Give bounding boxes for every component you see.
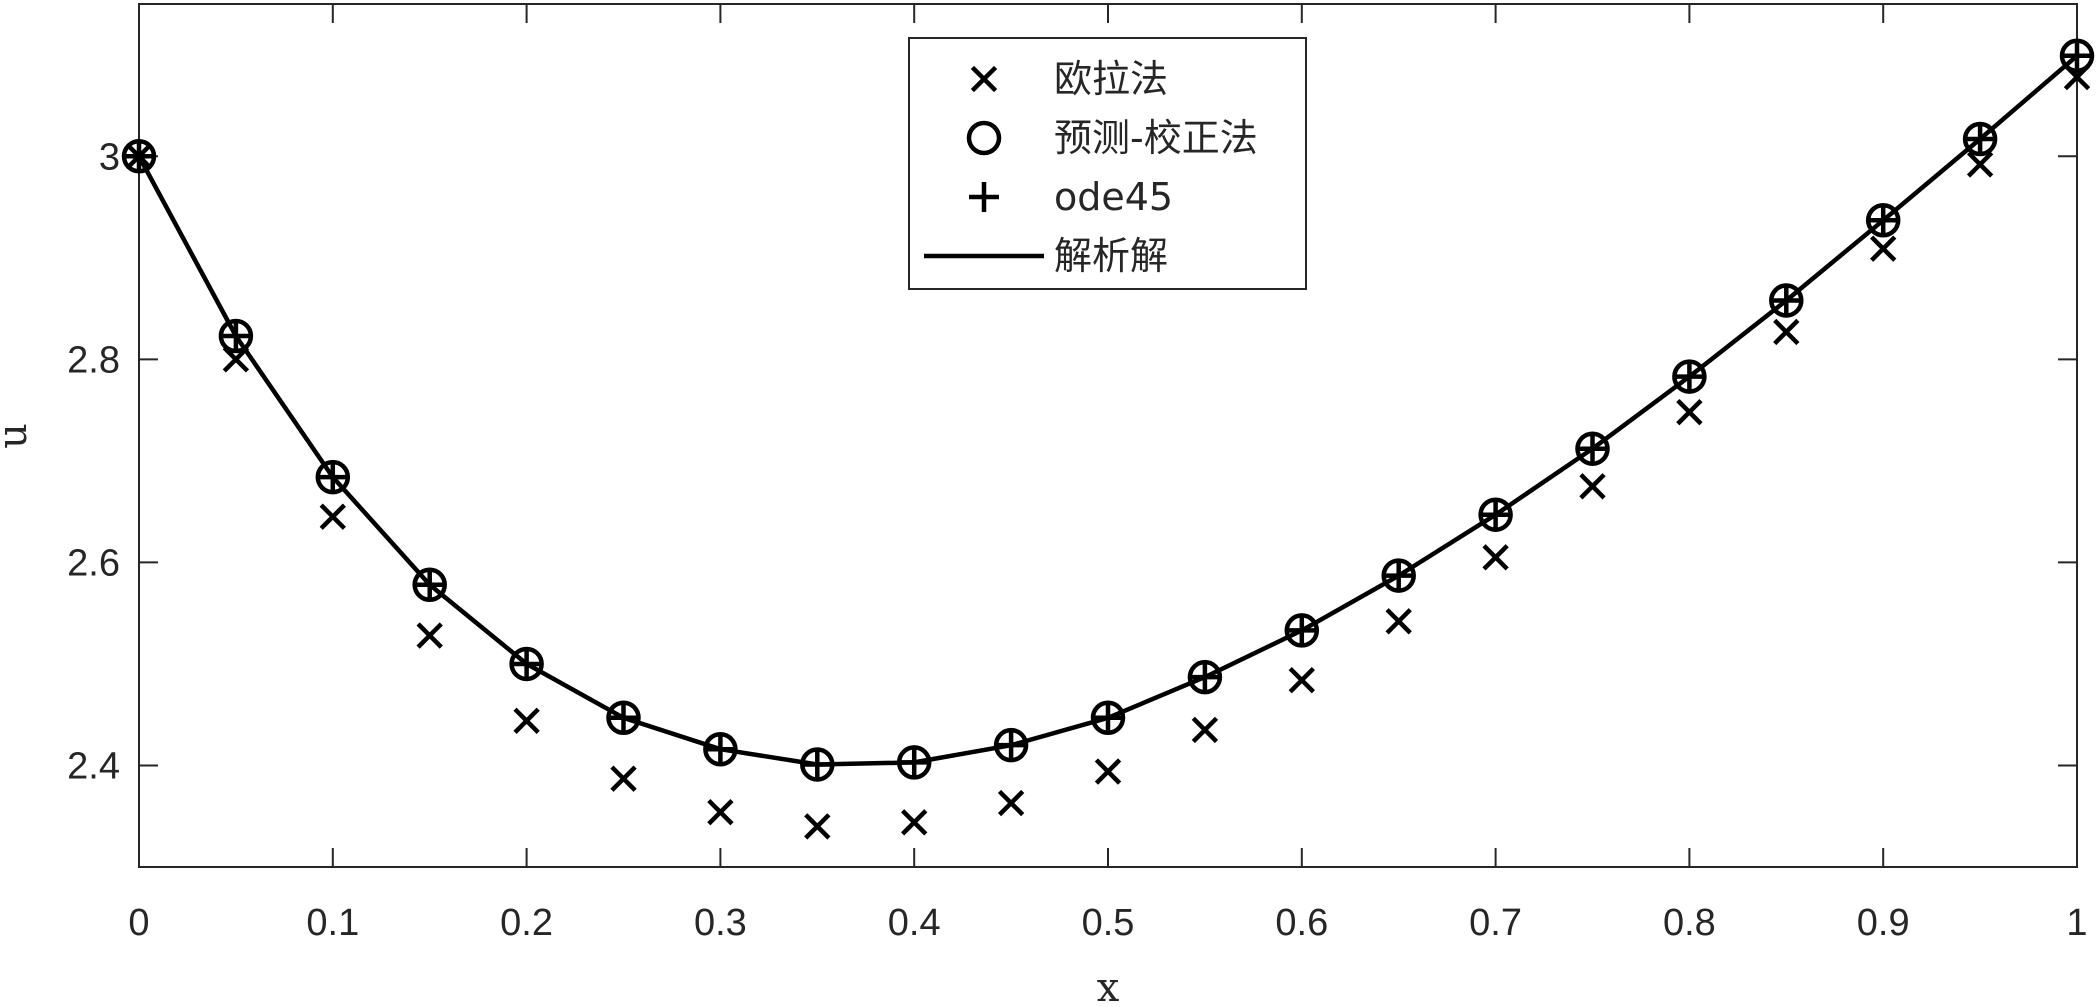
y-tick-label: 3	[99, 136, 120, 178]
data-point-plus	[802, 749, 833, 780]
cross-stroke	[513, 707, 540, 734]
x-tick-label: 0.9	[1857, 902, 1910, 944]
data-point-plus	[1480, 499, 1511, 530]
data-point-x	[416, 622, 443, 649]
cross-stroke	[804, 813, 831, 840]
data-point-x	[319, 503, 346, 530]
x-tick-label: 0.1	[306, 902, 359, 944]
y-tick-label: 2.4	[67, 745, 120, 787]
legend-marker-plus	[969, 182, 999, 212]
data-point-x	[1482, 544, 1509, 571]
y-tick-label: 2.8	[67, 339, 120, 381]
data-point-x	[1579, 473, 1606, 500]
x-tick-label: 0.6	[1275, 902, 1328, 944]
data-point-plus	[414, 569, 445, 600]
cross-stroke	[319, 503, 346, 530]
legend-label: 欧拉法	[1054, 57, 1168, 101]
x-axis-label: x	[1097, 965, 1120, 1007]
legend-label: 预测-校正法	[1054, 116, 1258, 160]
legend-marker-x	[970, 65, 998, 93]
cross-stroke	[610, 765, 637, 792]
data-point-plus	[1965, 124, 1996, 155]
data-point-x	[901, 809, 928, 836]
y-axis-label: u	[0, 423, 36, 449]
data-point-plus	[511, 648, 542, 679]
x-tick-label: 0.2	[500, 902, 553, 944]
cross-stroke	[1191, 716, 1219, 744]
data-point-plus	[705, 734, 736, 765]
cross-stroke	[1482, 544, 1509, 571]
x-tick-label: 0	[128, 902, 149, 944]
data-point-x	[222, 346, 250, 373]
data-point-plus	[1771, 285, 1802, 316]
legend-box	[908, 37, 1307, 290]
y-axis-ticks: 2.4 2.6 2.8 3	[67, 136, 2077, 787]
data-point-x	[1385, 608, 1412, 635]
data-point-plus	[124, 141, 154, 172]
data-point-plus	[1577, 433, 1608, 464]
data-point-plus	[1674, 361, 1705, 392]
data-point-x	[1966, 151, 1994, 178]
cross-stroke	[1676, 398, 1703, 426]
data-point-x	[1676, 398, 1703, 426]
x-tick-label: 0.7	[1469, 902, 1522, 944]
data-point-x	[804, 813, 831, 840]
cross-stroke	[416, 622, 443, 649]
data-point-plus	[1286, 615, 1317, 646]
data-point-x	[610, 765, 637, 792]
x-tick-label: 0.5	[1082, 902, 1135, 944]
data-point-plus	[1189, 662, 1220, 693]
data-point-x	[1094, 758, 1122, 785]
data-point-plus	[899, 747, 930, 778]
x-tick-label: 0.8	[1663, 902, 1716, 944]
legend-label: 解析解	[1054, 234, 1168, 278]
cross-stroke	[222, 346, 250, 373]
x-axis-ticks: 0 0.1 0.2 0.3 0.4 0.5 0.6 0.7 0.8 0.9 1	[128, 4, 2088, 944]
data-point-x	[707, 798, 734, 826]
data-point-x	[997, 789, 1025, 817]
cross-stroke	[1288, 667, 1315, 694]
cross-stroke	[1385, 608, 1412, 635]
cross-stroke	[1870, 235, 1897, 262]
data-point-plus	[608, 702, 639, 733]
data-point-x	[513, 707, 540, 734]
data-point-x	[1870, 235, 1897, 262]
cross-stroke	[1579, 473, 1606, 500]
y-tick-label: 2.6	[67, 542, 120, 584]
data-point-x	[1773, 318, 1800, 346]
cross-stroke	[970, 65, 998, 93]
data-point-x	[1191, 716, 1219, 744]
data-point-plus	[317, 462, 348, 493]
x-tick-label: 0.4	[888, 902, 941, 944]
cross-stroke	[1094, 758, 1122, 785]
legend-label: ode45	[1054, 175, 1173, 219]
cross-stroke	[997, 789, 1025, 817]
cross-stroke	[901, 809, 928, 836]
data-point-plus	[220, 321, 251, 352]
data-point-plus	[1093, 702, 1123, 733]
data-point-x	[1288, 667, 1315, 694]
x-tick-label: 1	[2066, 902, 2087, 944]
series-2-markers	[124, 40, 2092, 780]
cross-stroke	[1773, 318, 1800, 346]
cross-stroke	[707, 798, 734, 826]
data-point-plus	[1383, 560, 1414, 591]
series-layer	[121, 38, 2095, 840]
legend-marker-circle	[966, 120, 1002, 156]
data-point-plus	[1868, 205, 1899, 236]
data-point-plus	[996, 730, 1027, 761]
data-point-plus	[2062, 40, 2092, 71]
x-tick-label: 0.3	[694, 902, 747, 944]
cross-stroke	[1966, 151, 1994, 178]
